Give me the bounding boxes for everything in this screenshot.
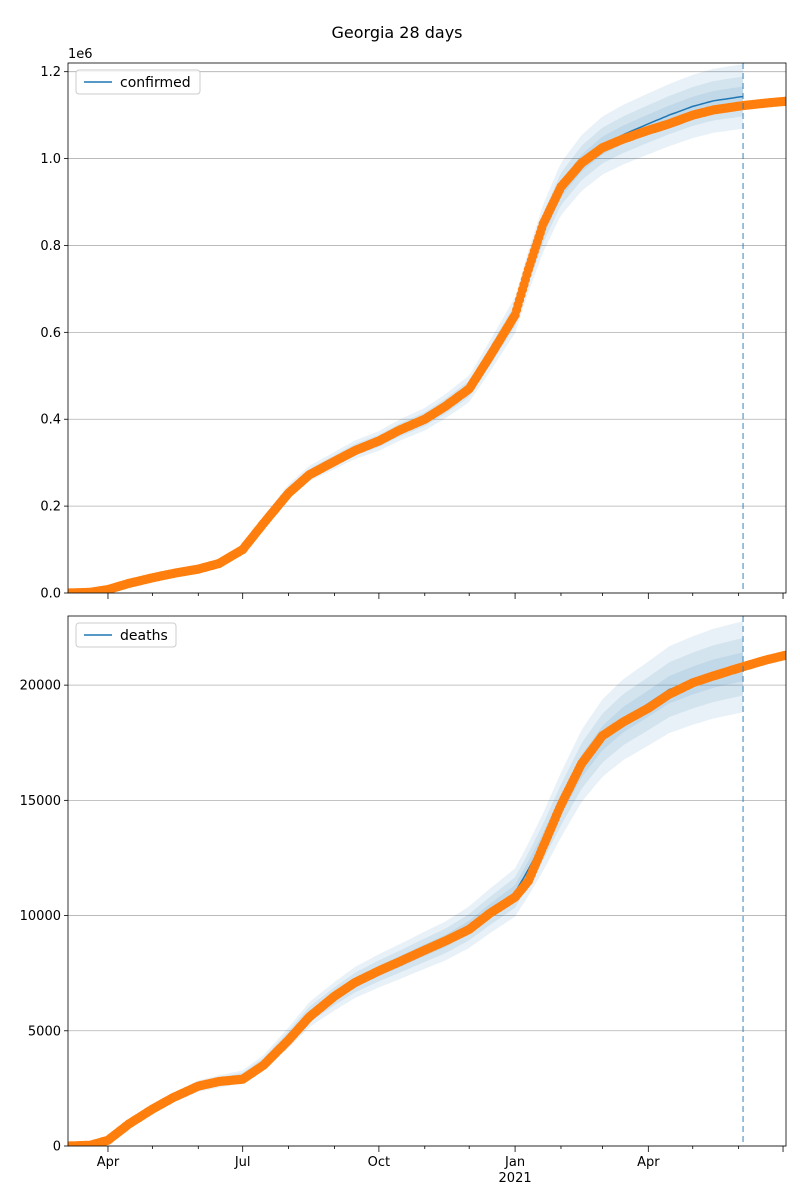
confirmed-panel: 0.0 0.2 0.4 0.6 0.8 1.0 1.2 1e6 confirmed: [40, 47, 787, 602]
y-tick-label: 10000: [20, 909, 61, 924]
legend-label: confirmed: [120, 75, 191, 91]
x-tick-label: Apr: [637, 1155, 660, 1170]
y-tick-label: 15000: [20, 794, 61, 809]
legend-box: [75, 622, 177, 648]
legend-box: [75, 69, 201, 95]
observed-points: [68, 650, 786, 1146]
y-tick-label: 0.6: [40, 326, 61, 341]
plot-area: [68, 621, 786, 1146]
y-tick-label: 0.2: [40, 500, 61, 515]
uncertainty-band-1: [68, 64, 744, 593]
x-tick-label: Jan: [504, 1155, 525, 1170]
y-offset-label: 1e6: [68, 47, 93, 62]
y-tick-label: 1.2: [40, 65, 61, 80]
legend-label: deaths: [120, 628, 168, 644]
uncertainty-band-1: [68, 621, 744, 1146]
y-tick-label: 0.8: [40, 239, 61, 254]
y-tick-label: 20000: [20, 679, 61, 694]
legend: confirmed: [75, 69, 201, 95]
observed-point: [781, 650, 786, 660]
observed-points: [68, 96, 786, 593]
y-tick-label: 5000: [28, 1024, 61, 1039]
y-tick-label: 1.0: [40, 152, 61, 167]
x-tick-sublabel: 2021: [499, 1171, 532, 1186]
figure-title: Georgia 28 days: [331, 23, 462, 42]
observed-point: [781, 96, 786, 106]
y-tick-label: 0.4: [40, 413, 61, 428]
uncertainty-band-2: [68, 637, 744, 1146]
x-tick-label: Apr: [97, 1155, 120, 1170]
axes-frame: [67, 62, 787, 594]
x-tick-label: Jul: [234, 1155, 251, 1170]
axes-frame: [67, 615, 787, 1147]
plot-area: [68, 64, 786, 593]
y-tick-label: 0.0: [40, 587, 61, 602]
legend: deaths: [75, 622, 177, 648]
uncertainty-band-2: [68, 76, 744, 593]
y-tick-label: 0: [53, 1140, 61, 1155]
x-tick-label: Oct: [368, 1155, 390, 1170]
